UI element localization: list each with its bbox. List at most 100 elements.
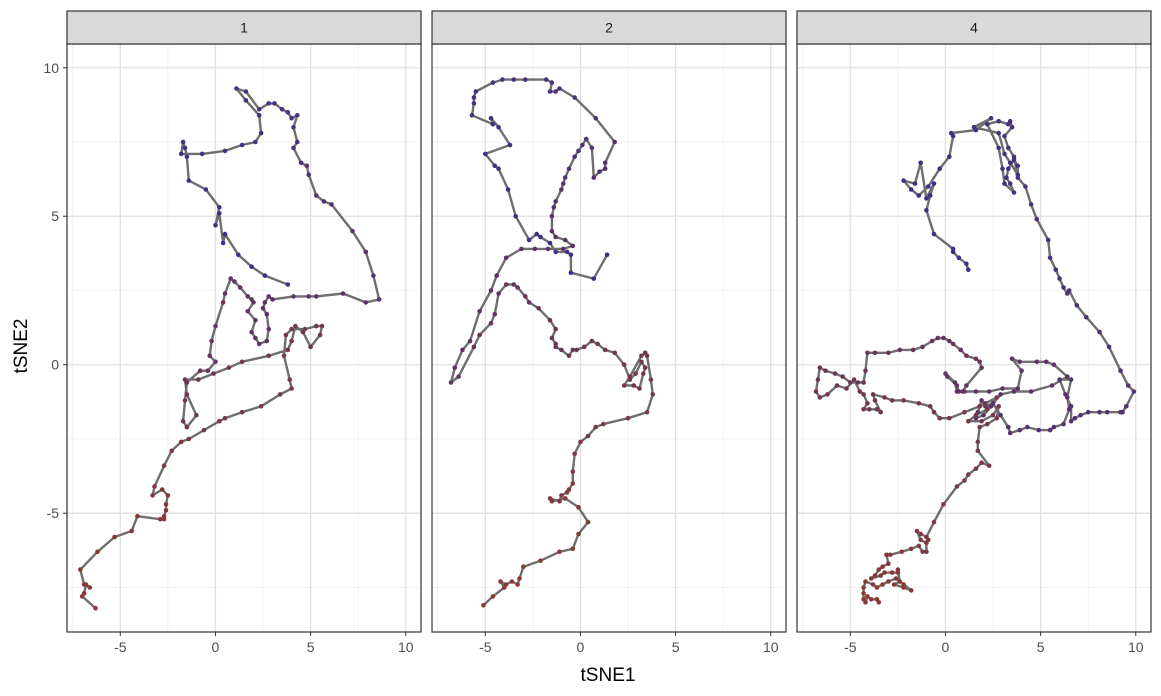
data-point [996,145,1001,151]
data-point [180,139,186,145]
data-point [523,77,528,82]
data-point [895,567,901,572]
data-point [182,398,188,403]
y-tick-label: 0 [51,357,59,373]
data-point [289,338,294,344]
data-point [291,294,296,299]
data-point [314,323,319,329]
y-tick-label: 5 [51,208,59,224]
data-point [526,237,532,243]
facet-strip [66,10,422,45]
data-point [488,320,494,326]
data-point [350,228,355,234]
data-point [262,273,268,278]
data-point [950,246,956,252]
data-point [1028,389,1034,394]
data-point [283,332,289,338]
data-point [572,95,577,100]
data-point [266,326,272,332]
data-point [532,246,538,252]
data-point [867,407,872,412]
data-point [593,115,598,121]
data-point [947,154,952,160]
data-point [851,377,857,382]
data-point [986,463,992,469]
data-point [863,600,868,605]
data-point [637,386,642,391]
data-point [308,344,313,350]
data-point [340,291,346,296]
data-point [868,576,874,581]
facet-strip-label: 2 [605,20,613,36]
data-point [513,213,518,219]
data-point [1065,374,1070,379]
data-point [891,582,897,587]
data-point [977,404,982,409]
data-point [888,552,893,558]
x-tick-label: 10 [398,639,414,655]
data-point [872,350,878,356]
data-point [861,380,866,385]
data-point [237,285,243,290]
data-point [1072,415,1078,421]
data-point [184,154,190,160]
data-point [549,213,555,219]
data-point [211,371,216,376]
data-point [270,297,275,302]
y-axis-title: tSNE2 [11,319,32,374]
data-point [899,549,904,555]
data-point [566,353,572,359]
data-point [612,139,617,145]
data-point [916,193,922,198]
data-point [570,469,576,474]
data-point [285,282,291,287]
data-point [220,300,226,305]
data-point [79,594,85,599]
data-point [1002,133,1007,139]
data-point [950,341,956,347]
data-point [319,323,325,329]
data-point [561,181,566,186]
data-point [861,591,866,596]
x-tick-label: 5 [1037,639,1045,655]
data-point [306,294,312,299]
data-point [876,600,882,605]
data-point [289,115,294,121]
data-point [471,101,477,106]
data-point [621,362,627,368]
data-point [954,389,960,394]
data-point [1034,359,1040,365]
data-point [865,350,870,356]
data-point [981,412,986,418]
data-point [1061,421,1066,427]
data-point [924,196,929,201]
data-point [1125,383,1131,388]
data-point [553,249,558,255]
data-point [947,338,952,344]
data-point [1131,389,1137,394]
data-point [549,228,555,234]
data-point [553,89,558,94]
data-point [633,371,638,376]
data-point [264,338,270,344]
data-point [572,154,577,160]
data-point [813,389,819,394]
data-point [494,273,500,278]
data-point [1011,389,1017,394]
data-point [545,246,551,252]
data-point [876,567,882,572]
data-point [941,335,946,341]
data-point [258,404,264,409]
data-point [576,531,581,537]
data-point [180,418,186,424]
data-point [129,528,134,534]
data-point [990,412,996,418]
data-point [971,124,977,130]
data-point [1097,329,1102,335]
data-point [994,395,1000,400]
data-point [213,359,218,365]
data-point [511,77,517,82]
data-point [1007,160,1013,166]
data-point [986,389,992,394]
data-point [538,558,543,563]
